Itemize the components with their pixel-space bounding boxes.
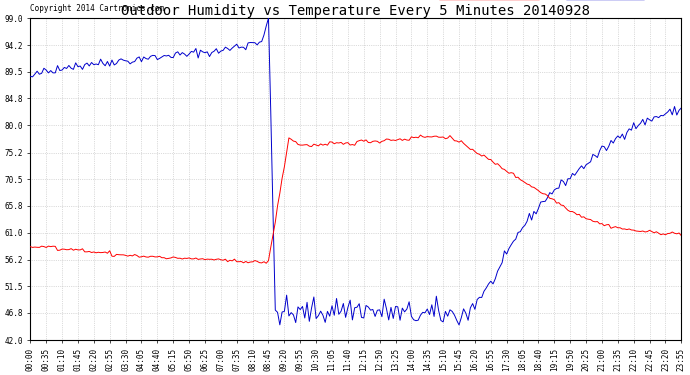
Title: Outdoor Humidity vs Temperature Every 5 Minutes 20140928: Outdoor Humidity vs Temperature Every 5 … bbox=[121, 4, 591, 18]
Text: Copyright 2014 Cartronics.com: Copyright 2014 Cartronics.com bbox=[30, 4, 164, 13]
